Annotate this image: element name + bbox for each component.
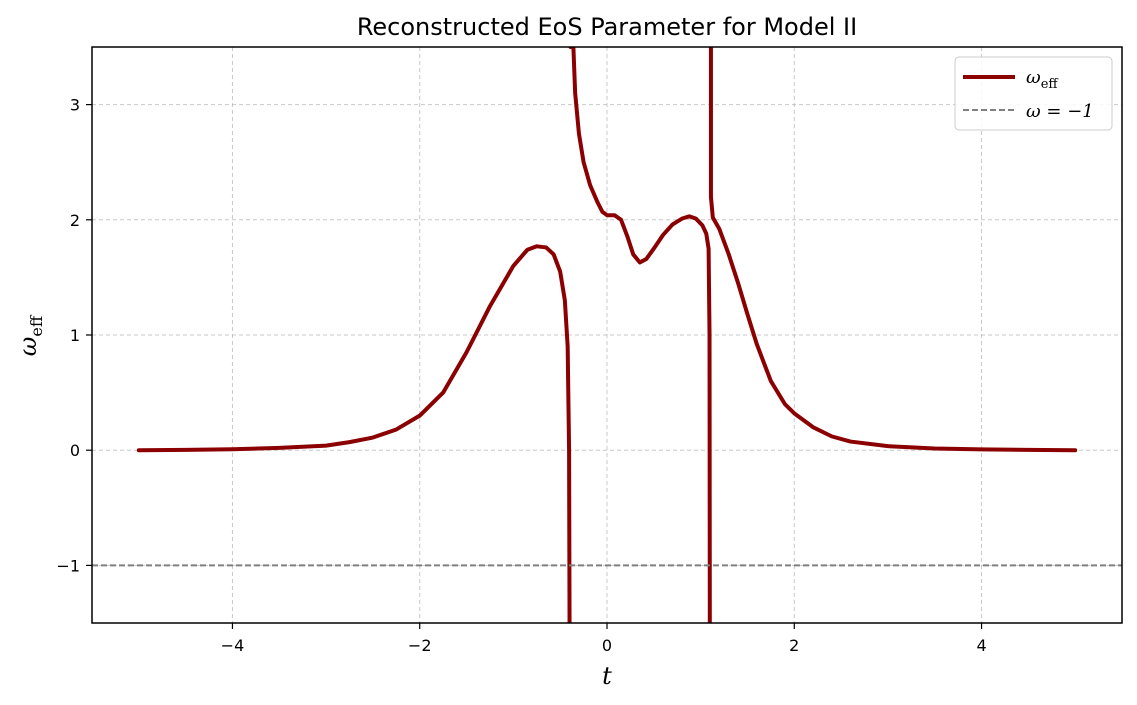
x-tick-label-4: 4 xyxy=(976,636,986,655)
y-tick-label-4: 3 xyxy=(70,96,80,115)
chart-title: Reconstructed EoS Parameter for Model II xyxy=(357,13,857,41)
x-axis-label: t xyxy=(602,662,612,690)
y-axis-label-group: ωeff xyxy=(14,314,46,356)
y-axis-label-sub: eff xyxy=(27,314,46,336)
legend: ωeff ω = −1 xyxy=(954,56,1113,131)
legend-label-omega-minus-one: ω = −1 xyxy=(1026,101,1094,122)
series-line-weff-segment-0 xyxy=(136,244,572,623)
series-group xyxy=(92,47,1122,623)
ticks: −4 −2 0 2 4 −1 0 1 2 3 xyxy=(56,96,986,655)
x-tick-label-1: −2 xyxy=(408,636,432,655)
y-tick-label-2: 1 xyxy=(70,326,80,345)
y-tick-label-3: 2 xyxy=(70,211,80,230)
y-axis-label: ω xyxy=(14,337,42,357)
y-tick-label-1: 0 xyxy=(70,441,80,460)
legend-label-weff: ωeff xyxy=(1026,67,1059,92)
y-axis-label-wrap: ωeff xyxy=(14,314,46,356)
x-tick-label-3: 2 xyxy=(789,636,799,655)
legend-label-weff-main: ω xyxy=(1026,67,1041,88)
series-line-weff-segment-1 xyxy=(568,47,712,623)
series-line-weff-segment-2 xyxy=(708,47,1078,453)
plot-area xyxy=(92,47,1122,623)
x-tick-label-2: 0 xyxy=(602,636,612,655)
x-tick-label-0: −4 xyxy=(221,636,245,655)
legend-label-weff-sub: eff xyxy=(1041,77,1060,92)
y-tick-label-0: −1 xyxy=(56,556,80,575)
